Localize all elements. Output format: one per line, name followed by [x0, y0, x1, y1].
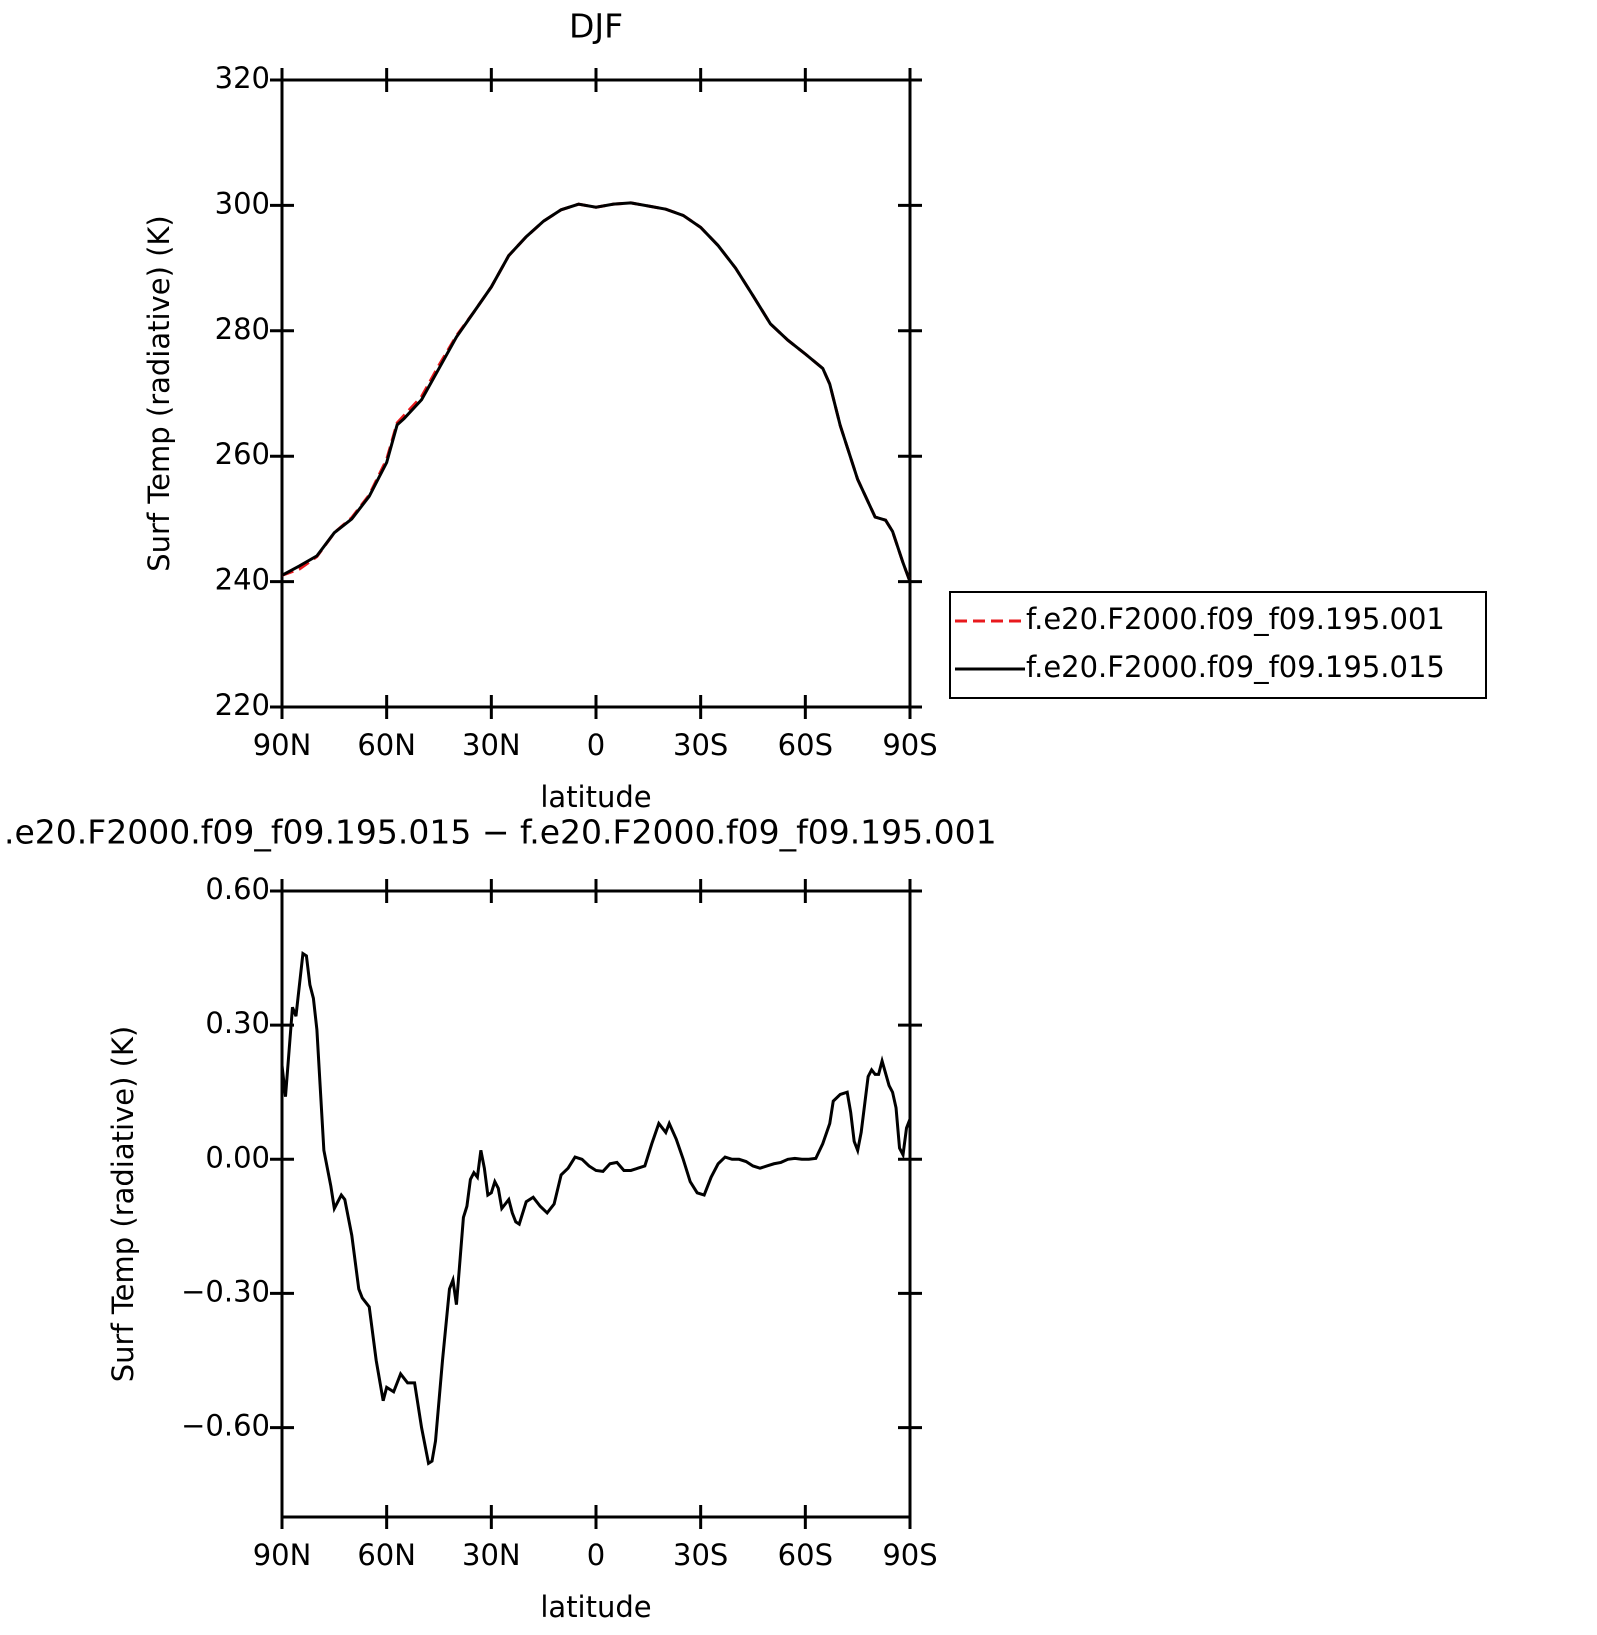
x-axis-label: latitude	[540, 1590, 651, 1624]
y-tick-label: 0.30	[205, 1006, 270, 1040]
x-tick-label: 30S	[673, 1538, 728, 1572]
y-axis-label: Surf Temp (radiative) (K)	[142, 215, 176, 572]
y-tick-label: 280	[215, 312, 270, 346]
x-tick-label: 30N	[462, 1538, 521, 1572]
y-tick-label: 220	[215, 688, 270, 722]
y-axis-label: Surf Temp (radiative) (K)	[106, 1026, 140, 1383]
x-tick-label: 60S	[778, 1538, 833, 1572]
y-tick-label: 260	[215, 437, 270, 471]
plot-frame	[280, 78, 912, 709]
x-tick-label: 60N	[357, 1538, 416, 1572]
data-line	[280, 951, 912, 1466]
y-tick-label: 0.00	[205, 1140, 270, 1174]
x-tick-label: 60N	[357, 728, 416, 762]
legend-box	[949, 591, 1487, 699]
x-tick-label: 90N	[253, 1538, 312, 1572]
legend-label: f.e20.F2000.f09_f09.195.015	[1026, 650, 1445, 684]
y-tick-label: 320	[215, 61, 270, 95]
x-tick-label: 60S	[778, 728, 833, 762]
x-tick-label: 0	[587, 728, 605, 762]
x-tick-label: 30S	[673, 728, 728, 762]
x-axis-label: latitude	[540, 780, 651, 814]
x-tick-label: 90S	[882, 728, 937, 762]
x-tick-label: 0	[587, 1538, 605, 1572]
legend-label: f.e20.F2000.f09_f09.195.001	[1026, 602, 1445, 636]
x-tick-label: 90N	[253, 728, 312, 762]
x-tick-label: 90S	[882, 1538, 937, 1572]
y-tick-label: 300	[215, 186, 270, 220]
chart-title: DJF	[569, 7, 623, 46]
y-tick-label: −0.60	[181, 1409, 270, 1443]
chart-title: .e20.F2000.f09_f09.195.015 − f.e20.F2000…	[4, 813, 997, 852]
data-line	[281, 201, 912, 583]
y-tick-label: −0.30	[181, 1274, 270, 1308]
x-tick-label: 30N	[462, 728, 521, 762]
plot-frame	[280, 889, 912, 1519]
y-tick-label: 0.60	[205, 872, 270, 906]
data-line	[281, 201, 912, 583]
y-tick-label: 240	[215, 563, 270, 597]
